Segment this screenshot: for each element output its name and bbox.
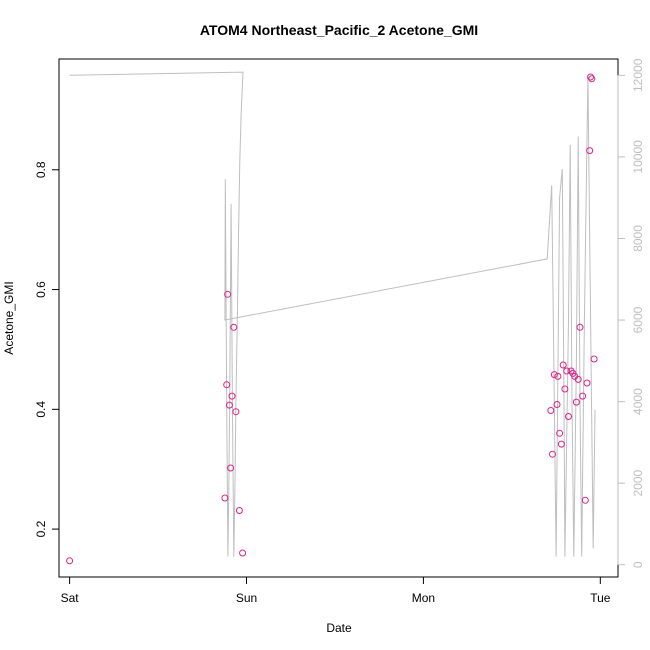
x-tick-label: Mon [412, 591, 435, 605]
x-tick-label: Sat [61, 591, 80, 605]
data-point [227, 464, 235, 472]
data-point [574, 375, 582, 383]
y-tick-label: 0.2 [34, 520, 48, 537]
data-point [572, 398, 580, 406]
data-point [224, 290, 232, 298]
data-point [228, 392, 236, 400]
y2-tick-label: 6000 [631, 306, 645, 333]
y-tick-label: 0.4 [34, 401, 48, 418]
y2-tick-label: 4000 [631, 388, 645, 415]
data-point [225, 401, 233, 409]
data-point [230, 323, 238, 331]
data-point [232, 408, 240, 416]
altitude-line [69, 71, 596, 557]
data-point [557, 440, 565, 448]
data-point [221, 494, 229, 502]
y-tick-label: 0.8 [34, 161, 48, 178]
y2-tick-label: 0 [631, 561, 645, 568]
x-axis-label: Date [326, 621, 352, 635]
y-tick-label: 0.6 [34, 281, 48, 298]
data-point [561, 385, 569, 393]
data-point [579, 392, 587, 400]
chart-title: ATOM4 Northeast_Pacific_2 Acetone_GMI [200, 22, 478, 38]
data-point [553, 401, 561, 408]
plot-frame [58, 58, 619, 578]
x-tick-label: Tue [590, 591, 611, 605]
data-point [565, 413, 572, 420]
data-point [559, 361, 567, 369]
data-point [563, 367, 571, 375]
data-point [235, 507, 243, 514]
data-point [586, 147, 594, 155]
x-axis: Sat Sun Mon Tue [61, 576, 611, 605]
data-point [239, 549, 247, 557]
altitude-layer [69, 71, 596, 557]
y2-tick-label: 8000 [631, 225, 645, 252]
data-point [583, 379, 591, 387]
data-point [581, 496, 589, 504]
data-point [576, 323, 584, 331]
y2-axis: 0 2000 4000 6000 8000 10000 12000 [617, 58, 645, 568]
data-point [556, 429, 564, 437]
data-point [549, 450, 556, 458]
data-point [66, 557, 74, 565]
y2-tick-label: 12000 [631, 58, 645, 92]
points-layer [66, 73, 598, 565]
data-point [550, 371, 558, 379]
data-point [588, 75, 596, 83]
data-point [587, 73, 595, 81]
y2-tick-label: 2000 [631, 470, 645, 497]
y2-tick-label: 10000 [631, 140, 645, 174]
data-point [554, 372, 562, 380]
y-axis-label: Acetone_GMI [2, 281, 16, 354]
data-point [223, 381, 231, 389]
data-point [590, 355, 598, 363]
y-axis: 0.2 0.4 0.6 0.8 [34, 161, 60, 537]
x-tick-label: Sun [236, 591, 257, 605]
data-point [547, 407, 555, 414]
